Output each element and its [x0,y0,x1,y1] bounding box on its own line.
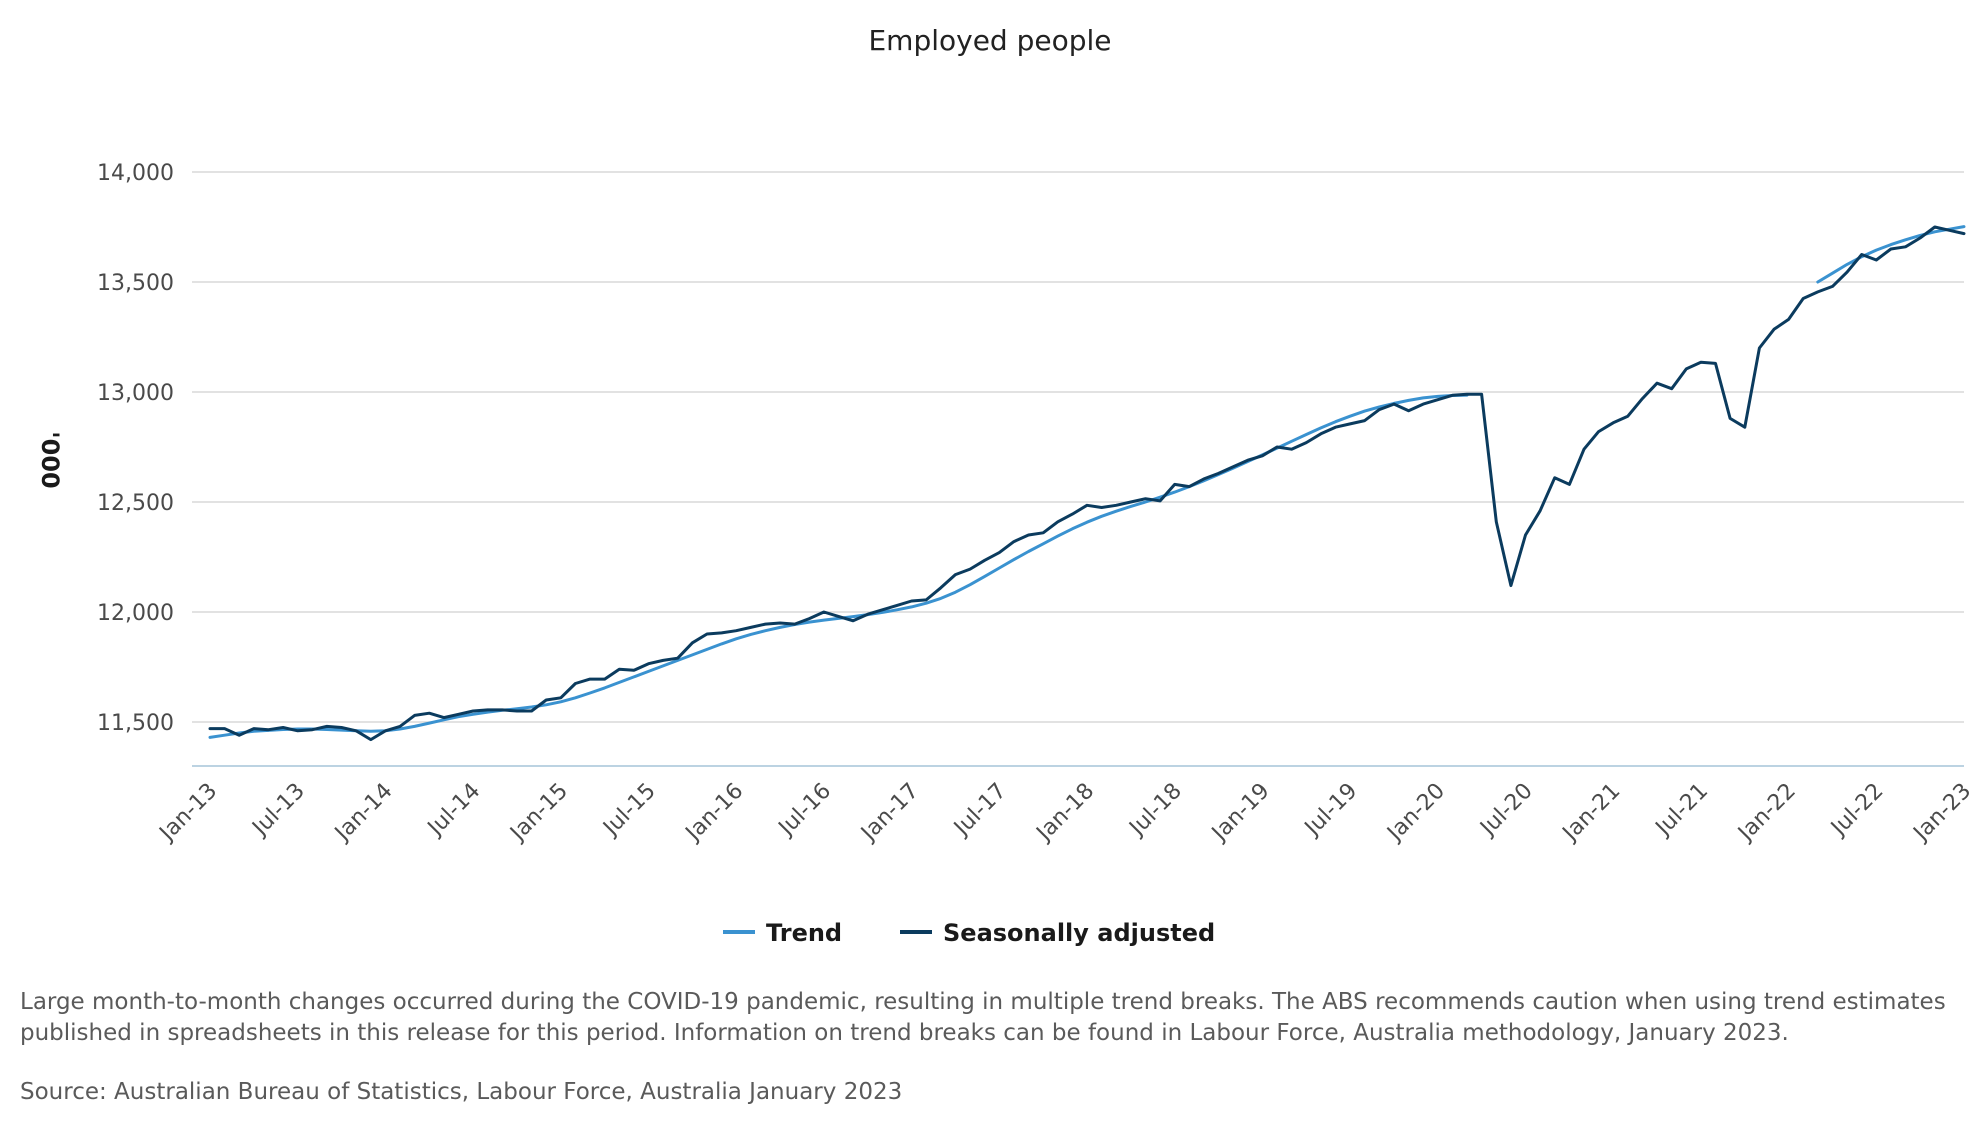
x-tick-label: Jul-17 [948,779,1011,842]
series-lines [208,225,1966,742]
x-tick-label: Jan-13 [154,779,222,847]
employment-line-chart: Employed people 11,500 12,000 12,500 13,000… [36,24,1976,947]
y-tick-label: 12,000 [97,601,174,626]
x-tick-label: Jul-21 [1650,779,1713,842]
x-tick-label: Jan-14 [329,779,397,847]
y-tick-label: 12,500 [97,491,174,516]
x-tick-label: Jan-23 [1908,779,1976,847]
x-tick-label: Jan-22 [1732,779,1800,847]
x-tick-label: Jul-15 [597,779,660,842]
footnote-source: Source: Australian Bureau of Statistics,… [20,1079,903,1105]
gridlines [192,171,1964,767]
y-tick-labels: 11,500 12,000 12,500 13,000 13,500 14,000 [97,161,174,736]
y-tick-label: 11,500 [97,711,174,736]
legend-item-trend[interactable]: Trend [723,919,842,947]
x-tick-label: Jan-20 [1382,779,1450,847]
x-tick-label: Jan-21 [1557,779,1625,847]
x-tick-label: Jul-19 [1299,779,1362,842]
y-axis-title: '000 [36,431,64,488]
x-tick-label: Jan-16 [680,779,748,847]
legend-label-trend: Trend [766,919,842,947]
y-tick-label: 14,000 [97,161,174,186]
legend: Trend Seasonally adjusted [723,919,1215,947]
series-seasonally-adjusted [208,225,1966,742]
chart-title: Employed people [868,24,1111,57]
series-line-segment [1816,225,1966,284]
x-tick-label: Jan-19 [1206,779,1274,847]
series-trend [208,225,1966,739]
legend-label-seasonally-adjusted: Seasonally adjusted [943,919,1215,947]
y-tick-label: 13,000 [97,381,174,406]
x-tick-label: Jul-18 [1124,779,1187,842]
x-tick-label: Jul-13 [247,779,310,842]
footnote-covid-note: Large month-to-month changes occurred du… [20,989,1946,1046]
x-tick-label: Jan-15 [505,779,573,847]
y-tick-label: 13,500 [97,271,174,296]
x-tick-label: Jan-17 [855,779,923,847]
legend-item-seasonally-adjusted[interactable]: Seasonally adjusted [900,919,1215,947]
x-tick-label: Jul-22 [1825,779,1888,842]
x-tick-label: Jan-18 [1031,779,1099,847]
x-tick-label: Jul-20 [1474,779,1537,842]
x-tick-labels: Jan-13 Jul-13 Jan-14 Jul-14 Jan-15 Jul-15 Jan-… [154,779,1976,847]
x-tick-label: Jul-14 [422,779,485,842]
x-tick-label: Jul-16 [773,779,836,842]
series-line-segment [208,225,1966,742]
